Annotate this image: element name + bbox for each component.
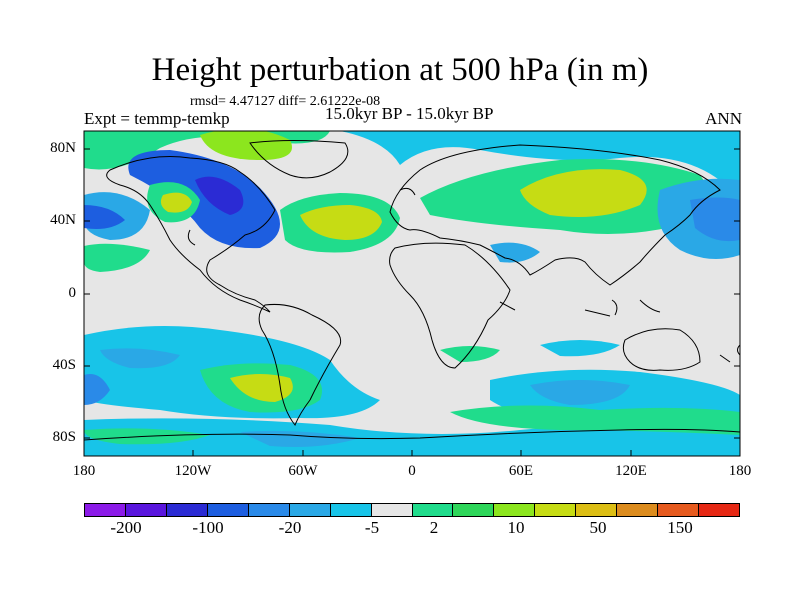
lon-label-60w: 60W xyxy=(288,463,318,479)
greenland-coast xyxy=(249,140,349,179)
plot-title: Height perturbation at 500 hPa (in m) xyxy=(151,52,649,88)
map-ticks xyxy=(83,148,741,456)
colorbar-box xyxy=(330,503,372,517)
colorbar-box xyxy=(207,503,249,517)
colorbar-box xyxy=(453,503,495,517)
antarctica-coast xyxy=(84,428,740,441)
lat-label-80s: 80S xyxy=(52,429,76,445)
south-pattern xyxy=(84,326,740,456)
colorbar-box xyxy=(576,503,618,517)
colorbar-box xyxy=(125,503,167,517)
colorbar-box xyxy=(166,503,208,517)
colorbar-box xyxy=(494,503,536,517)
island-coast xyxy=(187,187,740,363)
lat-label-40s: 40S xyxy=(52,357,76,373)
lon-label-180e: 180 xyxy=(728,463,752,479)
period-label: 15.0kyr BP - 15.0kyr BP xyxy=(325,104,494,123)
season-label: ANN xyxy=(705,109,742,128)
colorbar-label: -20 xyxy=(278,518,302,537)
lon-label-180w: 180 xyxy=(72,463,96,479)
lon-label-120w: 120W xyxy=(174,463,212,479)
africa-coast xyxy=(389,242,511,369)
colorbar-label: 150 xyxy=(667,518,693,537)
coastlines xyxy=(84,140,740,441)
colorbar xyxy=(84,503,740,517)
colorbar-label: -5 xyxy=(364,518,380,537)
experiment-label: Expt = temmp-temkp xyxy=(84,109,230,128)
lon-label-120e: 120E xyxy=(615,463,647,479)
colorbar-box xyxy=(84,503,126,517)
lat-label-80n: 80N xyxy=(50,140,76,156)
colorbar-box xyxy=(248,503,290,517)
colorbar-box xyxy=(617,503,659,517)
colorbar-box xyxy=(289,503,331,517)
colorbar-box xyxy=(412,503,454,517)
colorbar-label: 2 xyxy=(429,518,439,537)
colorbar-box xyxy=(699,503,740,517)
australia-coast xyxy=(622,328,701,371)
rmsd-diff-stats: rmsd= 4.47127 diff= 2.61222e-08 xyxy=(190,94,381,109)
south-america-coast xyxy=(258,304,342,426)
lat-label-40n: 40N xyxy=(50,212,76,228)
map-field xyxy=(84,131,740,456)
colorbar-box xyxy=(371,503,413,517)
colorbar-label: 10 xyxy=(507,518,525,537)
north-america-coast xyxy=(106,156,276,313)
colorbar-box xyxy=(658,503,700,517)
eurasia-coast xyxy=(389,144,721,286)
lon-label-60e: 60E xyxy=(508,463,534,479)
colorbar-label: -100 xyxy=(192,518,224,537)
lon-label-0: 0 xyxy=(408,463,416,479)
colorbar-box xyxy=(535,503,577,517)
lat-label-eq: 0 xyxy=(68,285,77,301)
colorbar-label: 50 xyxy=(589,518,607,537)
colorbar-label: -200 xyxy=(110,518,142,537)
